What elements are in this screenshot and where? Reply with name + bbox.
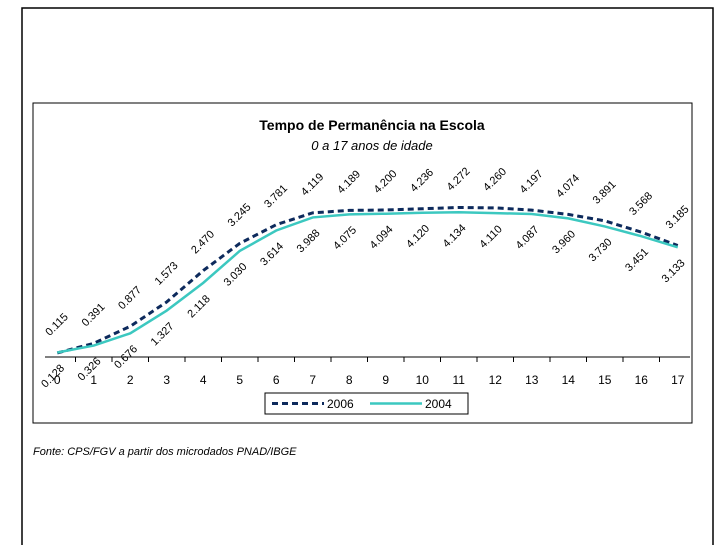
x-tick-label: 12 xyxy=(489,373,503,387)
x-tick-label: 15 xyxy=(598,373,612,387)
x-tick-label: 17 xyxy=(671,373,685,387)
chart-title: Tempo de Permanência na Escola xyxy=(259,117,485,133)
x-tick-label: 10 xyxy=(416,373,430,387)
chart-subtitle: 0 a 17 anos de idade xyxy=(311,138,432,153)
x-tick-label: 1 xyxy=(90,373,97,387)
x-tick-label: 2 xyxy=(127,373,134,387)
x-tick-label: 8 xyxy=(346,373,353,387)
legend-label: 2004 xyxy=(425,397,452,411)
series-line xyxy=(57,211,679,354)
legend-box xyxy=(264,392,469,415)
x-tick-label: 7 xyxy=(309,373,316,387)
x-tick-label: 13 xyxy=(525,373,539,387)
legend-label: 2006 xyxy=(327,397,354,411)
x-tick-label: 3 xyxy=(163,373,170,387)
x-tick-label: 6 xyxy=(273,373,280,387)
x-tick-label: 5 xyxy=(236,373,243,387)
chart-frame xyxy=(32,102,693,424)
series-line xyxy=(56,205,679,355)
x-tick-label: 0 xyxy=(54,373,61,387)
x-tick-label: 4 xyxy=(200,373,207,387)
x-tick-label: 16 xyxy=(635,373,649,387)
slide-frame xyxy=(21,7,714,550)
source-note: Fonte: CPS/FGV a partir dos microdados P… xyxy=(33,446,297,458)
x-tick-label: 9 xyxy=(382,373,389,387)
x-tick-label: 11 xyxy=(453,373,466,387)
x-tick-label: 14 xyxy=(562,373,576,387)
